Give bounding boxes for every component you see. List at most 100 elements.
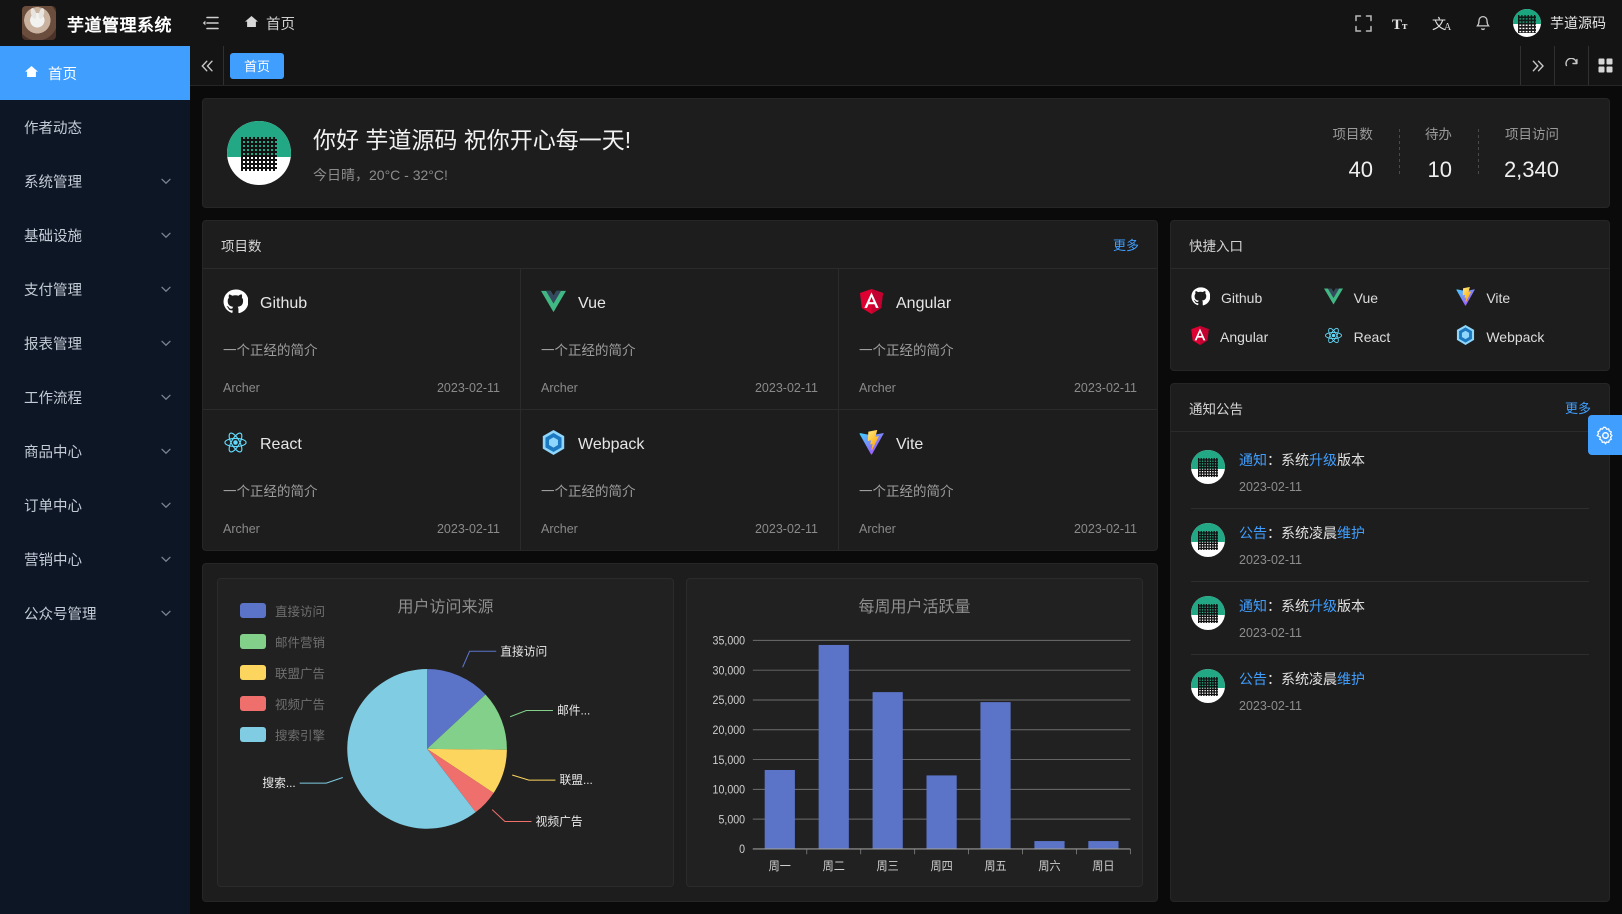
quick-entry-grid: Github Vue: [1171, 269, 1609, 370]
x-tick-label: 周二: [823, 860, 846, 874]
webpack-icon: [1456, 325, 1475, 348]
vite-icon: [859, 429, 884, 460]
bar: [1088, 841, 1119, 849]
notice-highlight: 升级: [1309, 452, 1337, 468]
chevron-double-right-icon[interactable]: [1520, 46, 1554, 85]
chevron-down-icon: [161, 448, 171, 455]
x-tick-label: 周六: [1038, 860, 1061, 874]
settings-fab-button[interactable]: [1588, 415, 1622, 455]
sidebar-item-payment-mgmt[interactable]: 支付管理: [0, 262, 190, 316]
tab-home[interactable]: 首页: [230, 52, 285, 79]
project-date: 2023-02-11: [1073, 522, 1137, 536]
stat-label: 项目访问: [1505, 127, 1559, 142]
pie-leader-line: [299, 777, 343, 784]
sidebar-item-report-mgmt[interactable]: 报表管理: [0, 316, 190, 370]
notice-item[interactable]: 公告：系统凌晨维护 2023-02-11: [1191, 655, 1589, 727]
pie-leader-line: [509, 709, 553, 718]
project-card[interactable]: Webpack 一个正经的简介 Archer 2023-02-11: [521, 410, 839, 550]
bar: [980, 702, 1011, 849]
notice-avatar: [1191, 669, 1225, 703]
sidebar-item-mp-mgmt[interactable]: 公众号管理: [0, 586, 190, 640]
legend-item[interactable]: 直接访问: [240, 601, 325, 620]
projects-more-link[interactable]: 更多: [1112, 238, 1139, 253]
stat-value: 2,340: [1503, 157, 1559, 182]
user-menu[interactable]: 芋道源码: [1503, 9, 1606, 37]
breadcrumb[interactable]: 首页: [230, 13, 295, 34]
quick-entry-label: Angular: [1220, 328, 1269, 345]
sidebar-item-infrastructure[interactable]: 基础设施: [0, 208, 190, 262]
legend-label: 邮件营销: [275, 636, 326, 650]
sidebar-item-author-news[interactable]: 作者动态: [0, 100, 190, 154]
legend-swatch: [240, 665, 266, 680]
sidebar-item-home[interactable]: 首页: [0, 46, 190, 100]
project-card[interactable]: React 一个正经的简介 Archer 2023-02-11: [203, 410, 521, 550]
project-head: Vite: [859, 429, 1137, 460]
project-desc: 一个正经的简介: [859, 484, 954, 499]
sidebar-item-marketing-center[interactable]: 营销中心: [0, 532, 190, 586]
right-column: 快捷入口 Github: [1170, 220, 1610, 902]
bell-icon[interactable]: [1463, 0, 1503, 46]
project-card[interactable]: Vite 一个正经的简介 Archer 2023-02-11: [839, 410, 1157, 550]
bar: [1034, 841, 1065, 849]
sidebar-item-label: 公众号管理: [24, 606, 97, 623]
quick-entry-vite[interactable]: Vite: [1456, 286, 1589, 309]
legend-label: 直接访问: [275, 605, 326, 619]
webpack-icon: [541, 430, 566, 460]
notices-more-link[interactable]: 更多: [1564, 401, 1591, 416]
notice-prefix: 通知: [1239, 598, 1267, 614]
svg-text:A: A: [1444, 22, 1452, 32]
notice-mid: 系统: [1281, 452, 1309, 468]
pie-leader-line: [512, 774, 556, 781]
translate-icon[interactable]: 文 A: [1423, 0, 1463, 46]
notice-sep: ：: [1267, 671, 1281, 687]
legend-item[interactable]: 邮件营销: [240, 632, 325, 651]
project-date: 2023-02-11: [754, 381, 818, 395]
pie-slice-label: 直接访问: [500, 644, 547, 658]
project-footer: Archer 2023-02-11: [859, 522, 1137, 536]
menu-fold-icon[interactable]: [190, 0, 230, 46]
quick-entry-webpack[interactable]: Webpack: [1456, 325, 1589, 348]
quick-entry-vue[interactable]: Vue: [1323, 287, 1457, 309]
font-size-icon[interactable]: T т: [1383, 0, 1423, 46]
gear-icon: [1596, 426, 1613, 444]
notice-sep: ：: [1267, 452, 1281, 468]
quick-entry-react[interactable]: React: [1324, 325, 1457, 348]
sidebar-item-system-mgmt[interactable]: 系统管理: [0, 154, 190, 208]
chevron-double-left-icon[interactable]: [190, 46, 224, 85]
project-card[interactable]: Github 一个正经的简介 Archer 2023-02-11: [203, 269, 521, 410]
refresh-icon[interactable]: [1554, 46, 1588, 85]
y-tick-label: 30,000: [713, 665, 746, 678]
sidebar-item-product-center[interactable]: 商品中心: [0, 424, 190, 478]
project-head: Github: [223, 289, 500, 319]
svg-text:文: 文: [1432, 16, 1446, 32]
project-card[interactable]: Vue 一个正经的简介 Archer 2023-02-11: [521, 269, 839, 410]
legend-item[interactable]: 搜索引擎: [240, 725, 325, 744]
legend-item[interactable]: 联盟广告: [240, 663, 325, 682]
sidebar-item-order-center[interactable]: 订单中心: [0, 478, 190, 532]
notice-item[interactable]: 通知：系统升级版本 2023-02-11: [1191, 436, 1589, 509]
brand[interactable]: 芋道管理系统: [0, 6, 190, 40]
home-icon: [244, 15, 259, 32]
notice-item[interactable]: 通知：系统升级版本 2023-02-11: [1191, 582, 1589, 655]
project-card[interactable]: Angular 一个正经的简介 Archer 2023-02-11: [839, 269, 1157, 410]
project-desc: 一个正经的简介: [541, 343, 636, 358]
legend-label: 视频广告: [275, 698, 326, 712]
quick-entry-github[interactable]: Github: [1191, 287, 1324, 309]
notices-title: 通知公告: [1189, 401, 1243, 417]
project-head: Webpack: [541, 430, 818, 460]
stat-label: 项目数: [1332, 127, 1373, 142]
pie-slice: [427, 748, 494, 813]
bar: [764, 769, 795, 849]
fullscreen-icon[interactable]: [1343, 0, 1383, 46]
project-footer: Archer 2023-02-11: [541, 522, 818, 536]
pie-slice: [427, 694, 507, 750]
notice-item[interactable]: 公告：系统凌晨维护 2023-02-11: [1191, 509, 1589, 582]
legend-swatch: [240, 696, 266, 711]
sidebar-item-workflow[interactable]: 工作流程: [0, 370, 190, 424]
vue-icon: [1323, 288, 1343, 308]
grid-icon[interactable]: [1588, 46, 1622, 85]
quick-entry-angular[interactable]: Angular: [1191, 325, 1324, 348]
legend-item[interactable]: 视频广告: [240, 694, 325, 713]
charts-card: 用户访问来源 直接访问 邮件营销: [202, 563, 1158, 902]
